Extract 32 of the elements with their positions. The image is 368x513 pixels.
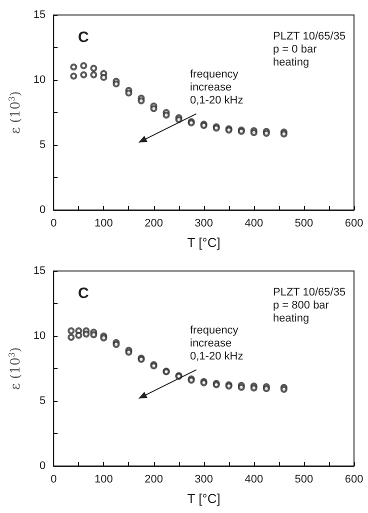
y-tick-label: 15 bbox=[33, 9, 46, 21]
x-tick-label: 0 bbox=[50, 218, 57, 230]
annotation: PLZT 10/65/35 p = 0 bar heating bbox=[273, 30, 346, 68]
x-tick-label: 400 bbox=[244, 218, 264, 230]
x-tick-label: 500 bbox=[294, 474, 314, 486]
x-tick-label: 400 bbox=[244, 474, 264, 486]
y-tick-label: 15 bbox=[33, 265, 46, 277]
x-tick-label: 100 bbox=[94, 218, 113, 230]
x-tick-label: 600 bbox=[344, 474, 364, 486]
x-tick-label: 300 bbox=[194, 218, 213, 230]
x-tick-label: 100 bbox=[94, 474, 113, 486]
x-tick-label: 0 bbox=[50, 474, 57, 486]
x-tick-label: 600 bbox=[344, 218, 364, 230]
annotation: C bbox=[78, 29, 89, 46]
x-tick-label: 200 bbox=[144, 474, 163, 486]
y-tick-label: 0 bbox=[40, 460, 46, 472]
y-tick-label: 5 bbox=[40, 139, 46, 151]
x-axis-title: T [°C] bbox=[187, 235, 220, 250]
annotation: frequency increase 0,1-20 kHz bbox=[190, 324, 244, 362]
x-tick-label: 300 bbox=[194, 474, 213, 486]
x-tick-label: 200 bbox=[144, 218, 163, 230]
y-axis-title: ε (103) bbox=[8, 91, 24, 134]
y-tick-label: 5 bbox=[40, 395, 46, 407]
annotation: frequency increase 0,1-20 kHz bbox=[190, 68, 244, 106]
annotation: PLZT 10/65/35 p = 800 bar heating bbox=[273, 286, 346, 324]
y-tick-label: 0 bbox=[40, 204, 46, 216]
y-tick-label: 10 bbox=[33, 330, 46, 342]
x-tick-label: 500 bbox=[294, 218, 314, 230]
annotation: C bbox=[78, 285, 89, 302]
y-tick-label: 10 bbox=[33, 74, 46, 86]
x-axis-title: T [°C] bbox=[187, 491, 220, 506]
y-axis-title: ε (103) bbox=[8, 347, 24, 390]
